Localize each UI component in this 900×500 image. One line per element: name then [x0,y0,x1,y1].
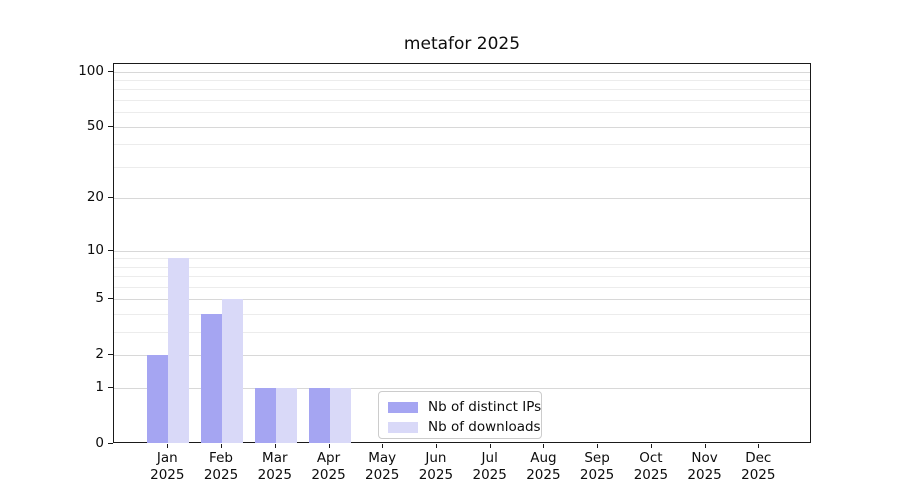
x-tick [328,444,330,448]
x-tick [382,444,384,448]
legend: Nb of distinct IPs Nb of downloads [378,391,542,439]
gridline-major [114,250,810,252]
gridline-major [114,198,810,200]
x-tick-label-oct: Oct 2025 [633,450,669,483]
y-tick [108,298,113,300]
x-tick [758,444,760,448]
y-tick-label: 20 [86,189,104,206]
x-tick-label-may: May 2025 [365,450,400,483]
x-tick-label-apr: Apr 2025 [311,450,346,483]
legend-label: Nb of downloads [428,419,541,435]
gridline-minor [114,314,810,316]
y-tick [108,197,113,199]
x-tick-label-dec: Dec 2025 [741,450,776,483]
y-tick-label: 0 [95,435,104,451]
bar-mar-distinct-ips [254,388,276,443]
gridline-minor [114,100,810,102]
bar-jan-downloads [168,258,190,443]
gridline-major [114,71,810,73]
x-tick [543,444,545,448]
x-tick-label-feb: Feb 2025 [203,450,239,483]
gridline-minor [114,266,810,268]
x-tick [221,444,222,448]
gridline-major [114,299,810,301]
gridline-minor [114,166,810,168]
y-tick-label: 50 [86,117,104,134]
x-tick-label-nov: Nov 2025 [687,450,722,483]
gridline-minor [114,144,810,146]
x-tick [597,444,599,448]
bar-apr-downloads [329,388,351,443]
gridline-minor [114,112,810,114]
y-tick [108,70,113,72]
x-tick [435,444,437,448]
chart-title: metafor 2025 [403,34,521,54]
legend-label: Nb of distinct IPs [428,399,542,415]
gridline-minor [114,89,810,91]
plot-area: Nb of distinct IPs Nb of downloads [113,63,811,443]
gridline-minor [114,80,810,81]
x-tick-label-sep: Sep 2025 [579,450,615,483]
bar-jan-distinct-ips [147,355,169,443]
bar-feb-distinct-ips [201,314,222,443]
gridline-major [114,388,810,390]
legend-swatch-downloads-icon [388,421,418,433]
x-tick-label-jul: Jul 2025 [472,450,507,483]
x-tick [650,444,652,448]
gridline-major [114,126,810,128]
x-tick-label-jan: Jan 2025 [150,450,185,483]
y-tick-label: 10 [86,241,104,258]
x-tick [274,444,276,448]
y-tick [108,125,113,127]
y-tick [108,387,113,389]
bar-apr-distinct-ips [308,388,330,443]
y-tick-label: 2 [95,346,104,363]
legend-swatch-distinct-ips-icon [388,401,418,413]
x-tick [704,444,706,448]
y-tick [108,354,113,356]
x-tick-label-mar: Mar 2025 [257,450,292,483]
gridline-minor [114,258,810,260]
gridline-minor [114,332,810,334]
gridline-minor [114,276,810,278]
y-tick-label: 5 [95,290,104,307]
x-tick-label-aug: Aug 2025 [526,450,561,483]
legend-item-downloads: Nb of downloads [388,417,541,437]
bar-mar-downloads [275,388,297,443]
x-tick [167,444,169,448]
y-tick [108,443,113,444]
x-tick [489,444,491,448]
y-tick-label: 100 [78,62,104,79]
legend-item-distinct-ips: Nb of distinct IPs [388,397,541,417]
y-tick [108,249,113,251]
bar-feb-downloads [222,299,243,443]
gridline-minor [114,287,810,288]
x-tick-label-jun: Jun 2025 [418,450,454,483]
gridline-major [114,355,810,357]
y-tick-label: 1 [95,379,104,396]
